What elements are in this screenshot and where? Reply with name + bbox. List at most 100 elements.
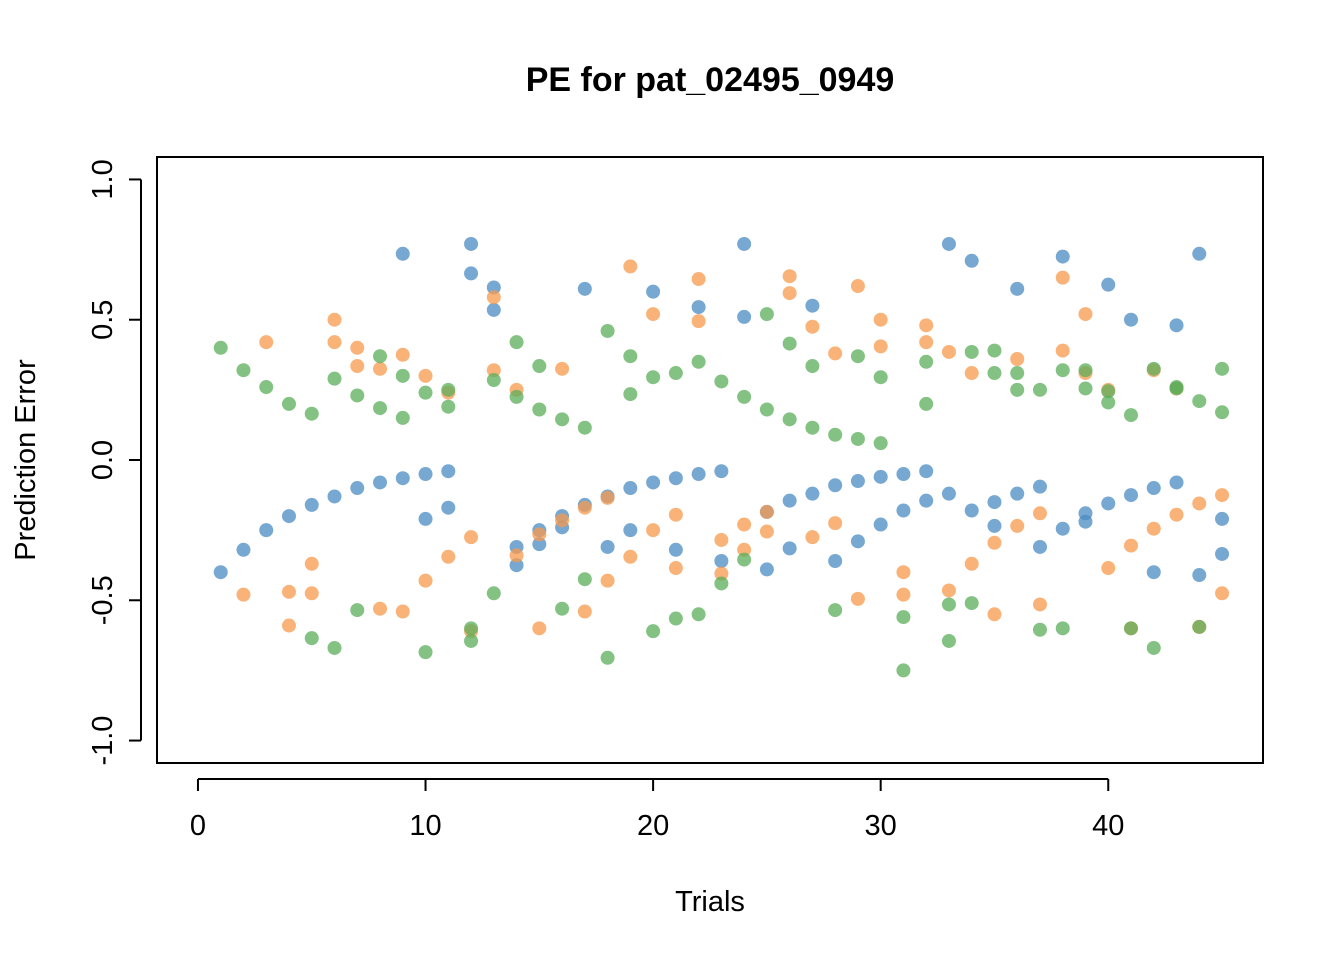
data-point-series-1 <box>464 236 479 251</box>
data-point-series-3 <box>805 359 820 374</box>
data-point-series-1 <box>395 471 410 486</box>
data-point-series-2 <box>987 535 1002 550</box>
x-tick-label: 30 <box>865 810 897 842</box>
data-point-series-2 <box>600 490 615 505</box>
data-point-series-3 <box>373 349 388 364</box>
data-point-series-2 <box>714 532 729 547</box>
data-point-series-3 <box>941 633 956 648</box>
data-point-series-1 <box>1215 511 1230 526</box>
data-point-series-3 <box>941 597 956 612</box>
data-point-series-2 <box>896 565 911 580</box>
data-point-series-2 <box>486 290 501 305</box>
data-point-series-2 <box>623 549 638 564</box>
data-point-series-3 <box>464 621 479 636</box>
data-point-series-2 <box>828 516 843 531</box>
data-point-series-3 <box>1101 395 1116 410</box>
data-point-series-3 <box>259 380 274 395</box>
data-point-series-3 <box>486 586 501 601</box>
data-point-series-1 <box>577 281 592 296</box>
data-point-series-2 <box>737 542 752 557</box>
y-axis-label: Prediction Error <box>10 359 42 561</box>
data-point-series-2 <box>304 586 319 601</box>
data-point-series-2 <box>441 549 456 564</box>
data-point-series-1 <box>896 467 911 482</box>
data-point-series-1 <box>964 253 979 268</box>
data-point-series-1 <box>623 523 638 538</box>
x-axis: 0 10 20 30 40 <box>190 778 1124 842</box>
data-point-series-2 <box>850 279 865 294</box>
data-point-series-2 <box>464 530 479 545</box>
data-point-series-1 <box>873 469 888 484</box>
data-point-series-3 <box>623 349 638 364</box>
data-point-series-1 <box>1146 481 1161 496</box>
data-point-series-3 <box>896 610 911 625</box>
data-point-series-1 <box>714 464 729 479</box>
data-point-series-3 <box>964 596 979 611</box>
data-point-series-2 <box>395 347 410 362</box>
data-point-series-2 <box>919 318 934 333</box>
data-point-series-1 <box>418 511 433 526</box>
plot-area-border <box>156 156 1264 764</box>
data-point-series-2 <box>987 607 1002 622</box>
data-point-series-2 <box>555 361 570 376</box>
data-point-series-3 <box>691 354 706 369</box>
data-point-series-3 <box>532 359 547 374</box>
data-point-series-1 <box>1146 565 1161 580</box>
data-point-series-1 <box>395 246 410 261</box>
data-point-series-2 <box>691 272 706 287</box>
data-point-series-3 <box>1146 640 1161 655</box>
data-point-series-2 <box>623 259 638 274</box>
data-point-series-2 <box>646 307 661 322</box>
data-point-series-2 <box>759 524 774 539</box>
data-point-series-2 <box>395 604 410 619</box>
data-point-series-3 <box>850 349 865 364</box>
data-point-series-2 <box>1032 597 1047 612</box>
data-point-series-1 <box>1215 546 1230 561</box>
data-point-series-1 <box>464 266 479 281</box>
data-point-series-1 <box>1032 479 1047 494</box>
data-point-series-2 <box>1192 496 1207 511</box>
data-point-series-3 <box>1146 361 1161 376</box>
y-tick-label: 0.0 <box>87 440 119 480</box>
data-point-series-2 <box>668 507 683 522</box>
data-point-series-3 <box>327 640 342 655</box>
data-point-series-2 <box>1101 561 1116 576</box>
data-point-series-3 <box>555 601 570 616</box>
data-point-series-1 <box>737 309 752 324</box>
data-point-series-1 <box>646 475 661 490</box>
data-point-series-1 <box>281 509 296 524</box>
data-point-series-1 <box>441 464 456 479</box>
data-point-series-3 <box>1032 622 1047 637</box>
data-point-series-2 <box>1124 538 1139 553</box>
chart-title: PE for pat_02495_0949 <box>526 61 895 99</box>
data-point-series-2 <box>281 618 296 633</box>
data-point-series-2 <box>737 517 752 532</box>
data-point-series-3 <box>896 663 911 678</box>
data-point-series-3 <box>304 631 319 646</box>
data-point-series-1 <box>1101 496 1116 511</box>
data-point-series-3 <box>600 650 615 665</box>
data-point-series-3 <box>964 344 979 359</box>
data-point-series-3 <box>691 607 706 622</box>
data-point-series-3 <box>759 307 774 322</box>
data-point-series-3 <box>555 412 570 427</box>
data-point-series-3 <box>805 420 820 435</box>
data-point-series-1 <box>941 486 956 501</box>
data-point-series-3 <box>395 368 410 383</box>
data-point-series-2 <box>964 556 979 571</box>
data-point-series-2 <box>646 523 661 538</box>
data-point-series-2 <box>668 561 683 576</box>
data-point-series-2 <box>919 335 934 350</box>
data-point-series-3 <box>873 436 888 451</box>
x-axis-label: Trials <box>675 886 745 918</box>
data-point-series-3 <box>1055 621 1070 636</box>
data-point-series-2 <box>236 587 251 602</box>
data-point-series-2 <box>418 573 433 588</box>
data-point-series-1 <box>509 558 524 573</box>
y-axis: -1.0 -0.5 0.0 0.5 1.0 <box>87 159 142 766</box>
data-point-series-2 <box>486 363 501 378</box>
data-point-series-3 <box>213 340 228 355</box>
data-point-series-2 <box>281 584 296 599</box>
data-point-series-3 <box>418 645 433 660</box>
data-point-series-3 <box>987 366 1002 381</box>
